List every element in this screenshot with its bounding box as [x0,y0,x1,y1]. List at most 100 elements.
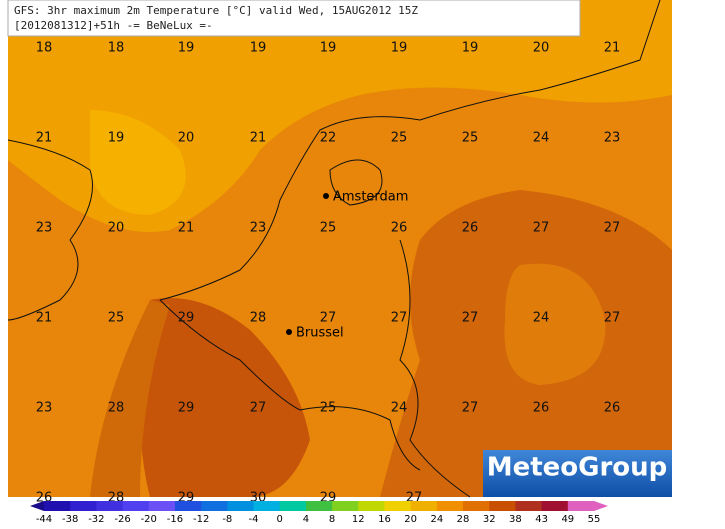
grid-value: 21 [178,221,195,236]
grid-value: 20 [108,221,125,236]
grid-value: 19 [320,41,337,56]
grid-value: 25 [462,131,479,146]
legend-label: -20 [141,514,157,525]
grid-value: 25 [320,221,337,236]
legend-label: 28 [457,514,470,525]
logo-box [483,450,672,497]
legend-label: 8 [329,514,335,525]
grid-value: 20 [178,131,195,146]
legend-label: -4 [249,514,259,525]
legend-label: 55 [588,514,601,525]
legend-label: 32 [483,514,496,525]
grid-value: 26 [604,401,621,416]
legend-swatch [70,501,97,511]
grid-value: 27 [604,311,621,326]
grid-value: 23 [250,221,267,236]
grid-value: 19 [462,41,479,56]
legend-swatch [515,501,543,511]
legend-label: -26 [114,514,130,525]
city-label: Brussel [296,326,344,341]
grid-value: 20 [533,41,550,56]
grid-value: 29 [178,311,195,326]
grid-value: 27 [462,401,479,416]
grid-value: 18 [36,41,53,56]
grid-value: 19 [250,41,267,56]
legend-swatch [122,501,150,511]
legend-swatch [463,501,490,511]
grid-value: 21 [250,131,267,146]
temperature-grid: 18 18 19 19 19 19 19 20 21 21 19 20 21 22 25 25 24 23 23 20… [36,41,621,506]
color-legend: -44 -38 -32 -26 -20 -16 -12 -8 -4 0 4 8 12 16 20 24 28 32… [30,501,608,525]
legend-swatch [253,501,281,511]
grid-value: 19 [108,131,125,146]
legend-label: -38 [62,514,78,525]
legend-label: 24 [430,514,443,525]
legend-label: 16 [378,514,391,525]
legend-label: 4 [303,514,309,525]
grid-value: 21 [604,41,621,56]
grid-value: 24 [391,401,408,416]
grid-value: 27 [250,401,267,416]
grid-value: 19 [178,41,195,56]
legend-label: 43 [535,514,548,525]
header-line: [2012081312]+51h -= BeNeLux =- [14,19,213,32]
city-dot [323,193,329,199]
grid-value: 25 [108,311,125,326]
legend-swatch [489,501,516,511]
grid-value: 27 [462,311,479,326]
grid-value: 21 [36,131,53,146]
grid-value: 27 [533,221,550,236]
coastlines [7,0,661,498]
legend-label: -12 [193,514,209,525]
city-markers: Amsterdam Brussel [286,190,408,341]
grid-value: 18 [108,41,125,56]
grid-value: 23 [604,131,621,146]
legend-label: -16 [167,514,183,525]
grid-value: 28 [250,311,267,326]
legend-label: 20 [404,514,417,525]
grid-value: 23 [36,401,53,416]
logo-text: MeteoGroup [487,453,668,483]
grid-value: 25 [391,131,408,146]
legend-swatch [384,501,412,511]
grid-value: 24 [533,131,550,146]
legend-swatch [567,501,595,511]
legend-swatch [96,501,124,511]
grid-value: 26 [391,221,408,236]
legend-label: 38 [509,514,522,525]
header-box [7,0,581,37]
legend-swatch [148,501,176,511]
grid-value: 24 [533,311,550,326]
legend-arrow [30,501,44,511]
legend-swatch [305,501,333,511]
map-field [8,0,672,497]
legend-label: -32 [88,514,104,525]
header-line: GFS: 3hr maximum 2m Temperature [°C] val… [14,4,418,17]
legend-swatch [436,501,464,511]
grid-value: 26 [462,221,479,236]
legend-label: 0 [277,514,283,525]
grid-value: 27 [604,221,621,236]
grid-value: 28 [108,401,125,416]
legend-swatch [541,501,569,511]
legend-swatch [410,501,438,511]
grid-value: 23 [36,221,53,236]
legend-swatch [201,501,228,511]
city-label: Amsterdam [333,190,408,205]
legend-swatch [174,501,202,511]
grid-value: 27 [391,311,408,326]
legend-swatch [44,501,71,511]
grid-value: 25 [320,401,337,416]
grid-value: 21 [36,311,53,326]
grid-value: 27 [320,311,337,326]
legend-label: 12 [352,514,365,525]
grid-value: 26 [533,401,550,416]
legend-swatch [358,501,385,511]
legend-swatch [279,501,307,511]
legend-swatch [332,501,359,511]
legend-label: -8 [222,514,232,525]
legend-label: -44 [36,514,52,525]
grid-value: 29 [178,401,195,416]
city-dot [286,329,292,335]
